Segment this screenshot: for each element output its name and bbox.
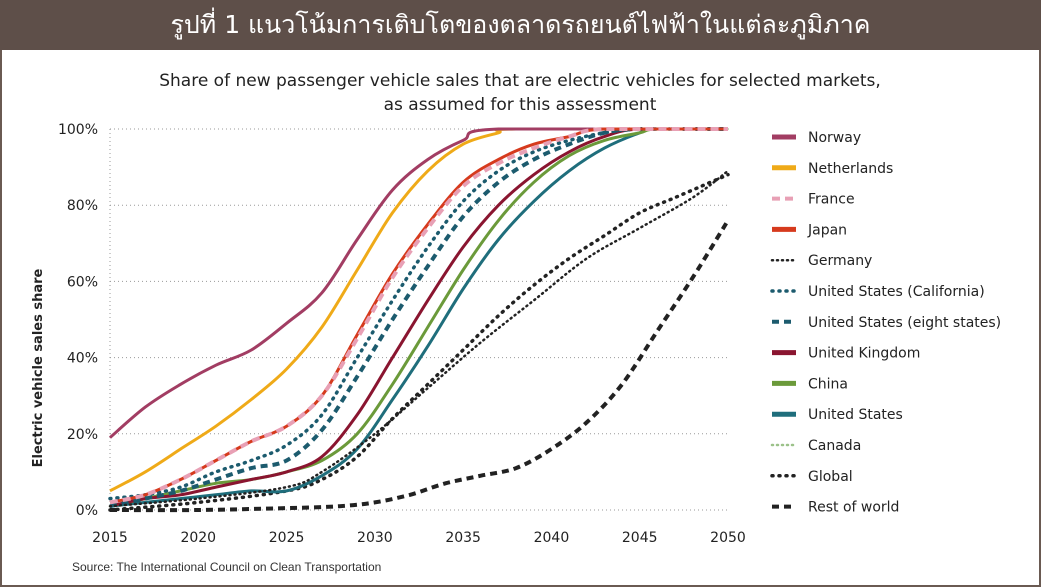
x-tick-label: 2025: [269, 530, 305, 546]
legend: Norway Netherlands France Japan Germany Unite…: [770, 130, 1001, 516]
legend-label: China: [808, 376, 848, 392]
series-line-united-kingdom: [109, 127, 728, 508]
legend-label: Norway: [808, 130, 861, 146]
chart-title-line-2: as assumed for this assessment: [384, 95, 657, 115]
y-tick-label: 100%: [58, 122, 98, 138]
series-line-france: [109, 126, 728, 505]
legend-label: United Kingdom: [808, 346, 920, 362]
legend-label: France: [808, 192, 855, 208]
x-tick-label: 2020: [180, 530, 216, 546]
y-tick-label: 60%: [67, 274, 98, 290]
y-tick-labels: 0% 20% 40% 60% 80% 100%: [58, 122, 98, 519]
y-tick-label: 20%: [67, 427, 98, 443]
x-tick-label: 2050: [710, 530, 746, 546]
legend-label: United States: [808, 407, 903, 423]
figure-banner-title: รูปที่ 1 แนวโน้มการเติบโตของตลาดรถยนต์ไฟ…: [0, 0, 1041, 50]
series-line-canada: [108, 127, 730, 508]
legend-label: Rest of world: [808, 500, 899, 516]
series-line-netherlands: [109, 127, 728, 493]
series-line-rest-of-world: [109, 219, 730, 513]
legend-label: Japan: [807, 222, 847, 238]
legend-label: Germany: [808, 253, 872, 269]
series-line-united-states-eight-states: [109, 126, 728, 509]
ev-sales-share-chart: Share of new passenger vehicle sales tha…: [31, 71, 1001, 574]
series-line-united-states: [109, 127, 728, 508]
y-tick-label: 80%: [67, 198, 98, 214]
legend-label: United States (California): [808, 284, 985, 300]
y-tick-label: 40%: [67, 351, 98, 367]
x-tick-label: 2030: [357, 530, 393, 546]
x-tick-label: 2040: [534, 530, 570, 546]
series-line-china: [109, 127, 728, 508]
legend-label: Global: [808, 469, 853, 485]
legend-label: Netherlands: [808, 161, 893, 177]
series-line-norway: [109, 127, 728, 439]
gridlines: [109, 128, 728, 511]
x-tick-label: 2035: [445, 530, 481, 546]
y-axis-label: Electric vehicle sales share: [31, 268, 46, 467]
x-tick-label: 2015: [92, 530, 128, 546]
x-tick-label: 2045: [622, 530, 658, 546]
legend-label: Canada: [808, 438, 861, 454]
source-note: Source: The International Council on Cle…: [72, 560, 381, 574]
series-line-germany: [108, 169, 730, 508]
series-line-united-states-california: [108, 127, 730, 501]
series-lines: [108, 126, 730, 513]
legend-label: United States (eight states): [808, 315, 1001, 331]
x-tick-labels: 2015 2020 2025 2030 2035 2040 2045 2050: [92, 530, 746, 546]
y-tick-label: 0%: [76, 503, 98, 519]
chart-title-line-1: Share of new passenger vehicle sales tha…: [159, 71, 881, 91]
